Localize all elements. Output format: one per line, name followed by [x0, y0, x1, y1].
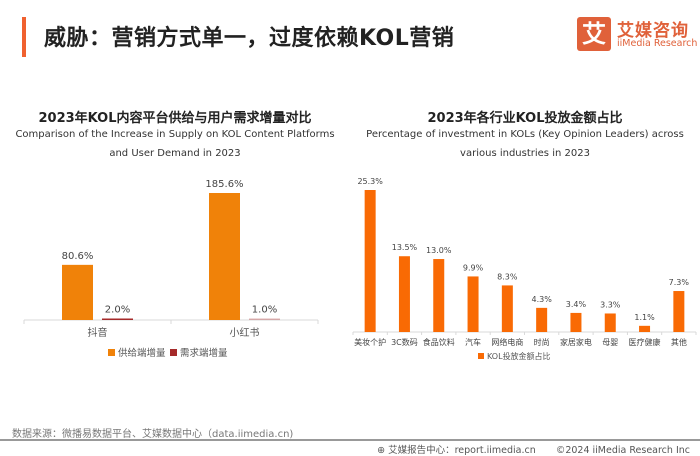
footer-divider — [0, 439, 700, 441]
footer-credits: ⊕ 艾媒报告中心：report.iimedia.cn ©2024 iiMedia… — [377, 442, 690, 456]
bar — [364, 190, 376, 332]
brand-logo: 艾 艾媒咨询 iiMedia Research — [577, 15, 698, 53]
right-chart: 25.3% 美妆个护 13.5% 3C数码 13.0% 食品饮料 9.9% 汽车 8.3% 网络电… — [352, 177, 697, 361]
left-chart-subtitle-1: Comparison of the Increase in Supply on … — [15, 129, 335, 140]
data-label: 185.6% — [205, 179, 243, 190]
x-tick-label: 小红书 — [230, 326, 260, 339]
data-label: 25.3% — [357, 177, 383, 186]
data-label: 1.0% — [252, 305, 277, 316]
x-tick-label: 汽车 — [465, 337, 481, 347]
bar — [467, 276, 479, 332]
data-label: 80.6% — [62, 251, 94, 262]
page-title: 威胁：营销方式单一，过度依赖KOL营销 — [44, 26, 455, 51]
data-label: 7.3% — [669, 278, 690, 287]
right-chart-subtitle-2: various industries in 2023 — [460, 148, 590, 159]
bar — [398, 256, 410, 332]
legend-swatch — [478, 353, 484, 359]
bar-supply — [62, 264, 93, 320]
x-tick-label: 母婴 — [602, 338, 618, 347]
bar-supply — [209, 193, 240, 320]
left-chart: 抖音 80.6% 2.0% 小红书 185.6% 1.0% 供给端增量 需求端增量 — [23, 179, 319, 359]
legend-swatch — [170, 349, 177, 356]
x-tick-label: 抖音 — [88, 326, 108, 339]
bar — [604, 313, 616, 332]
data-source: 数据来源：微播易数据平台、艾媒数据中心（data.iimedia.cn) — [12, 429, 294, 440]
bar — [501, 285, 513, 332]
data-label: 3.4% — [566, 300, 587, 309]
bar — [570, 312, 582, 332]
legend-swatch — [108, 349, 115, 356]
globe-icon: ⊕ — [377, 445, 386, 456]
data-label: 2.0% — [105, 305, 130, 316]
bar — [673, 291, 685, 332]
bar — [639, 325, 651, 332]
legend-label: 供给端增量 — [118, 347, 166, 359]
data-label: 13.0% — [426, 246, 452, 255]
x-tick-label: 其他 — [671, 337, 687, 347]
x-tick-label: 家居家电 — [560, 337, 592, 347]
data-label: 3.3% — [600, 300, 621, 309]
logo-en-text: iiMedia Research — [617, 38, 698, 49]
legend-label: KOL投放金额占比 — [487, 351, 551, 361]
right-chart-title: 2023年各行业KOL投放金额占比 — [427, 111, 623, 126]
legend-label: 需求端增量 — [180, 347, 228, 359]
title-accent-bar — [22, 17, 26, 57]
bar — [433, 259, 445, 332]
report-center-link[interactable]: 艾媒报告中心：report.iimedia.cn — [388, 445, 536, 456]
copyright: ©2024 iiMedia Research Inc — [555, 445, 690, 456]
right-chart-subtitle-1: Percentage of investment in KOLs (Key Op… — [366, 129, 684, 140]
bar-demand — [102, 318, 133, 320]
x-tick-label: 3C数码 — [391, 337, 418, 347]
logo-icon: 艾 — [577, 17, 611, 51]
data-label: 1.1% — [634, 313, 655, 322]
data-label: 9.9% — [463, 263, 484, 272]
logo-cn-text: 艾媒咨询 — [617, 21, 689, 41]
bar — [536, 307, 548, 332]
x-tick-label: 医疗健康 — [629, 337, 661, 347]
x-tick-label: 食品饮料 — [423, 337, 455, 347]
data-label: 8.3% — [497, 272, 518, 281]
data-label: 4.3% — [531, 295, 552, 304]
left-chart-title: 2023年KOL内容平台供给与用户需求增量对比 — [38, 111, 312, 126]
bar-demand — [249, 318, 280, 320]
x-tick-label: 时尚 — [534, 337, 550, 347]
left-chart-subtitle-2: and User Demand in 2023 — [109, 148, 241, 159]
x-tick-label: 网络电商 — [491, 337, 523, 347]
x-tick-label: 美妆个护 — [354, 337, 386, 347]
data-label: 13.5% — [392, 243, 418, 252]
